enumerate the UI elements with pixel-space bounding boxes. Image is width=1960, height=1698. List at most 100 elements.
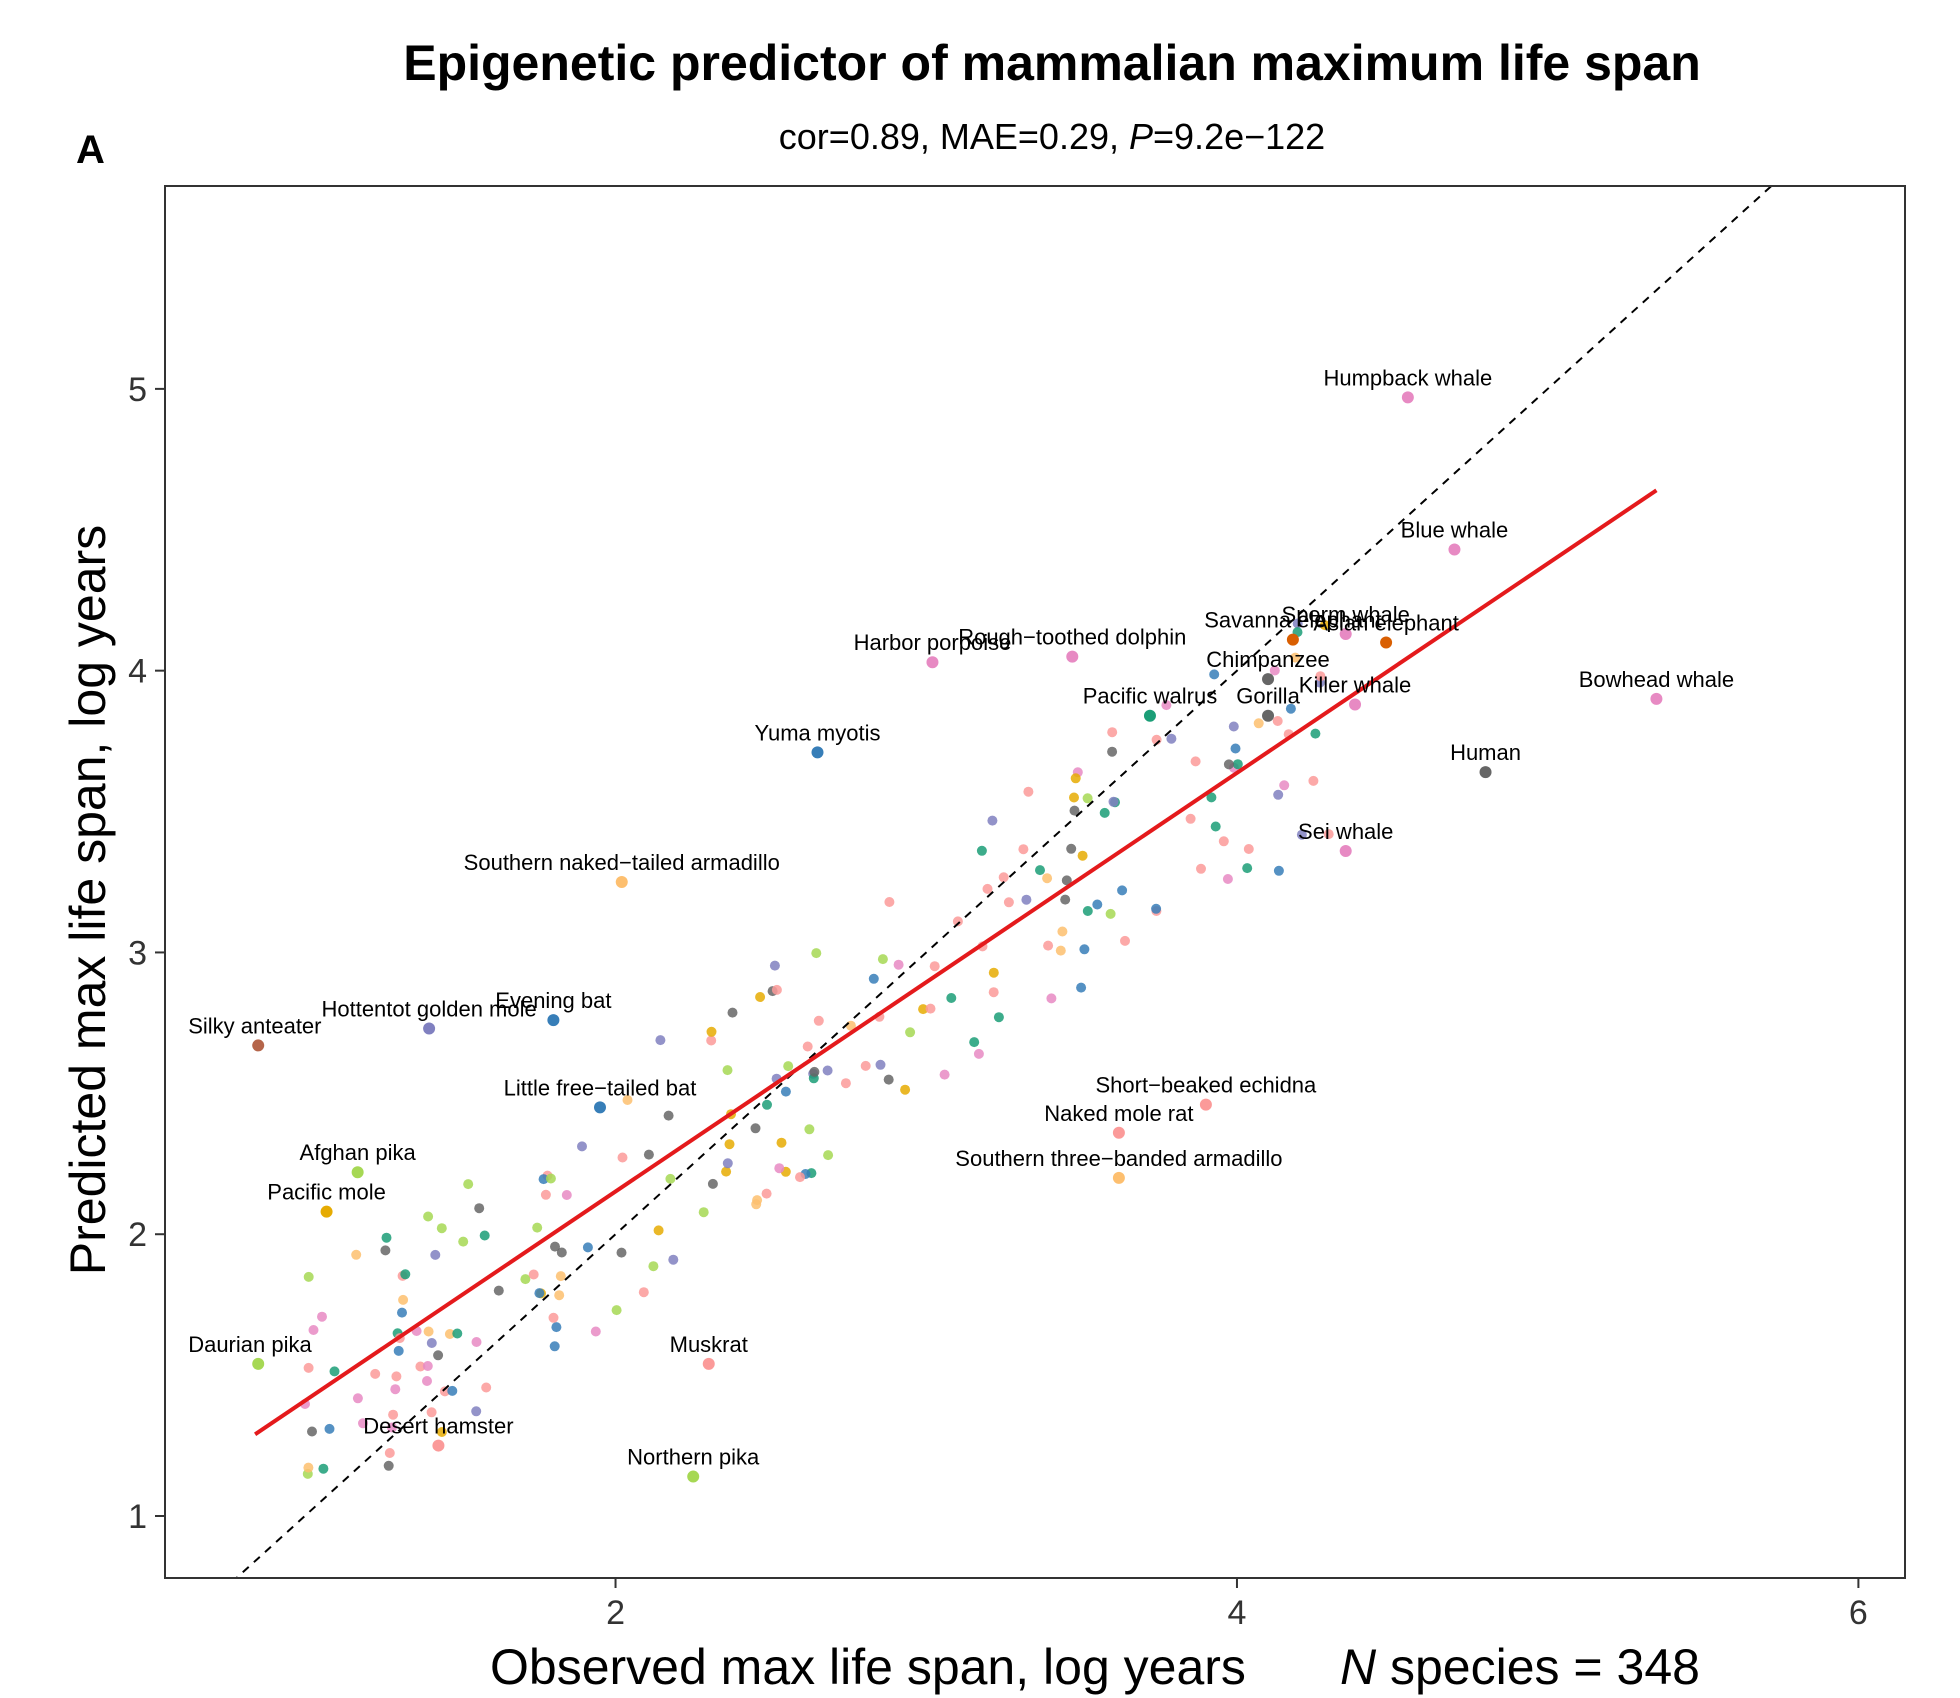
labeled-species-point [1479,766,1492,779]
species-point [1092,899,1103,910]
species-point [471,1337,482,1347]
species-point [318,1463,329,1474]
labeled-species-point [1199,1098,1212,1111]
species-label: Killer whale [1299,672,1412,697]
species-point [447,1385,458,1396]
species-point [905,1027,916,1038]
species-point [622,1095,633,1105]
species-point [653,1225,664,1236]
species-point [1079,944,1090,955]
species-point [1108,796,1119,807]
n-species-text: species = 348 [1376,1639,1700,1695]
species-point [811,948,822,959]
species-point [397,1307,407,1318]
species-point [804,1124,815,1135]
species-label: Asian elephant [1313,610,1459,635]
species-point [1190,756,1201,767]
labeled-species-point [1112,1171,1125,1184]
species-point [1120,935,1130,946]
labeled-species-point [1066,650,1079,663]
species-point [390,1384,401,1395]
labeled-species-point [252,1357,265,1370]
species-point [422,1361,433,1371]
species-label: Chimpanzee [1206,647,1330,672]
labeled-species-point [811,746,824,759]
species-label: Afghan pika [300,1140,417,1165]
species-point [351,1249,362,1260]
species-point [1035,865,1045,876]
species-point [813,1015,824,1026]
species-point [727,1007,738,1018]
species-point [750,1123,761,1134]
species-label: Daurian pika [188,1332,312,1357]
species-point [415,1361,426,1372]
species-point [303,1271,314,1282]
species-point [822,1065,833,1076]
species-point [893,959,904,970]
labeled-species-point [1112,1126,1125,1139]
species-label: Pacific mole [267,1180,386,1205]
species-point [706,1026,717,1037]
species-label: Harbor porpoise [854,630,1012,655]
species-point [1066,843,1077,854]
species-point [1003,897,1014,908]
species-point [988,967,999,978]
species-label: Desert hamster [363,1414,513,1439]
species-point [751,1199,762,1210]
species-point [520,1274,531,1285]
y-axis-title: Predicted max life span, log years [60,524,116,1276]
species-label: Savanna elephant [1204,608,1381,633]
species-point [1046,993,1057,1004]
species-point [993,1012,1004,1023]
species-point [1243,844,1254,854]
species-point [952,916,963,927]
labeled-species-point [351,1166,364,1179]
species-point [988,987,999,998]
species-point [969,1037,980,1048]
species-point [1018,844,1029,855]
species-point [761,1188,772,1199]
species-point [398,1294,409,1305]
species-point [1057,926,1068,937]
species-point [430,1249,441,1260]
species-point [444,1329,455,1339]
species-point [668,1254,679,1265]
y-tick-label: 4 [128,653,147,691]
species-point [769,960,780,971]
species-label: Gorilla [1236,684,1300,709]
species-point [561,1190,572,1200]
labeled-species-point [1650,692,1663,705]
species-point [1310,728,1321,739]
species-point [1166,733,1177,744]
species-point [1021,894,1032,905]
species-point [452,1328,463,1339]
species-point [1210,821,1221,832]
species-label: Evening bat [495,988,611,1013]
x-tick-label: 4 [1228,1594,1247,1632]
species-point [783,1061,794,1072]
regression-line [253,488,1658,1436]
species-point [436,1427,447,1437]
p-symbol: P [1129,116,1154,157]
species-point [1209,669,1220,680]
species-point [900,1084,911,1095]
species-point [1043,940,1054,951]
species-point [532,1222,543,1233]
species-point [868,973,879,984]
species-point [884,897,895,907]
species-point [307,1426,317,1437]
species-point [616,1247,627,1258]
species-point [474,1203,485,1214]
species-point [707,1178,718,1189]
species-label: Little free−tailed bat [504,1075,697,1100]
species-point [554,1290,565,1301]
species-point [556,1247,567,1258]
species-point [724,1139,735,1150]
species-point [1242,863,1253,874]
species-point [840,1078,851,1089]
species-point [1228,721,1239,732]
species-point [875,1059,886,1070]
y-tick-label: 2 [128,1216,147,1254]
labeled-species-point [1262,709,1275,722]
